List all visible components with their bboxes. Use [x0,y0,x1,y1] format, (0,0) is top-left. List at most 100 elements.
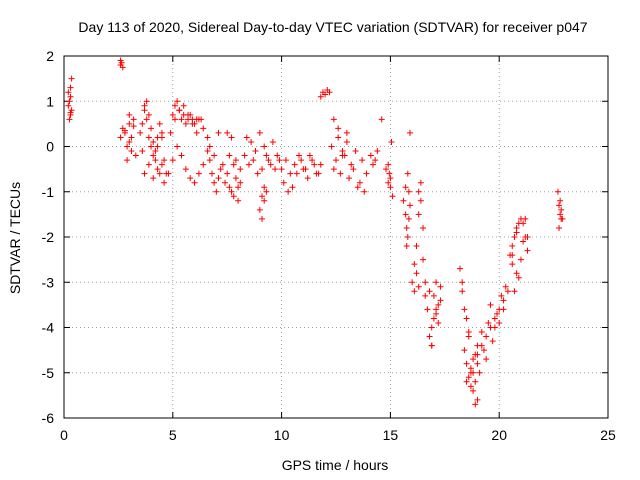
data-point-marker [520,238,527,245]
data-point-marker [148,143,155,150]
data-point-marker [558,215,565,222]
data-point-marker [265,157,272,164]
data-point-marker [424,306,431,313]
data-point-marker [65,89,72,96]
data-point-marker [150,138,157,145]
data-point-marker [259,193,266,200]
data-point-marker [387,184,394,191]
data-point-marker [409,279,416,286]
data-point-marker [474,351,481,358]
data-point-marker [359,157,366,164]
data-point-marker [211,179,218,186]
data-point-marker [348,161,355,168]
data-point-marker [204,148,211,155]
data-point-marker [148,125,155,132]
data-point-marker [487,301,494,308]
data-point-marker [285,188,292,195]
data-point-marker [156,170,163,177]
data-point-marker [68,75,75,82]
data-point-marker [433,310,440,317]
data-point-marker [145,161,152,168]
data-point-marker [339,148,346,155]
data-point-marker [328,143,335,150]
data-point-marker [137,129,144,136]
data-point-marker [156,120,163,127]
data-point-marker [413,270,420,277]
data-point-marker [154,166,161,173]
data-point-marker [402,184,409,191]
data-point-marker [491,324,498,331]
data-point-marker [228,134,235,141]
data-point-marker [389,193,396,200]
data-point-marker [298,157,305,164]
data-point-marker [128,148,135,155]
data-point-marker [141,102,148,109]
data-point-marker [494,310,501,317]
data-point-marker [372,157,379,164]
data-point-marker [187,175,194,182]
data-point-marker [167,129,174,136]
data-point-marker [330,116,337,123]
data-point-marker [282,157,289,164]
data-point-marker [311,161,318,168]
x-tick-label: 20 [491,427,507,443]
data-point-marker [278,166,285,173]
data-point-marker [472,378,479,385]
x-tick-label: 25 [600,427,616,443]
data-point-marker [230,193,237,200]
data-point-marker [465,374,472,381]
data-point-marker [489,338,496,345]
y-tick-label: -2 [42,229,55,245]
data-point-marker [524,247,531,254]
data-point-marker [385,161,392,168]
data-point-marker [124,157,131,164]
data-point-marker [139,148,146,155]
data-point-marker [119,64,126,71]
data-point-marker [496,319,503,326]
data-point-marker [182,166,189,173]
data-point-marker [404,234,411,240]
data-point-marker [400,197,407,204]
data-point-marker [263,152,270,159]
data-point-marker [121,127,128,134]
data-point-marker [367,152,374,159]
data-point-marker [145,134,152,141]
y-tick-label: 2 [46,48,54,64]
data-point-marker [187,111,194,118]
data-point-marker [356,179,363,186]
data-point-marker [513,270,520,277]
data-point-marker [343,138,350,145]
data-point-marker [67,109,74,116]
data-point-marker [483,356,490,363]
data-point-marker [67,93,74,100]
data-point-marker [522,215,529,222]
data-point-marker [169,111,176,118]
data-point-marker [161,179,168,186]
data-point-marker [404,170,411,177]
data-point-marker [403,224,410,231]
axis-ticks [63,55,609,419]
data-point-marker [491,315,498,322]
chart-title: Day 113 of 2020, Sidereal Day-to-day VTE… [78,19,587,35]
data-point-marker [219,161,226,168]
data-point-marker [224,129,231,136]
data-point-marker [217,166,224,173]
data-point-marker [315,170,322,177]
data-point-marker [118,59,125,66]
data-point-marker [293,170,300,177]
data-point-marker [309,157,316,164]
data-point-marker [335,125,342,132]
data-point-marker [213,188,220,195]
data-point-marker [422,292,429,299]
data-point-marker [463,360,470,367]
data-point-marker [254,170,261,177]
data-point-marker [259,166,266,173]
data-point-marker [152,148,159,155]
data-point-marker [261,143,268,150]
data-point-marker [470,356,477,363]
data-point-marker [415,211,422,218]
data-point-marker [474,360,481,367]
data-point-marker [178,116,185,123]
data-point-marker [154,143,161,150]
